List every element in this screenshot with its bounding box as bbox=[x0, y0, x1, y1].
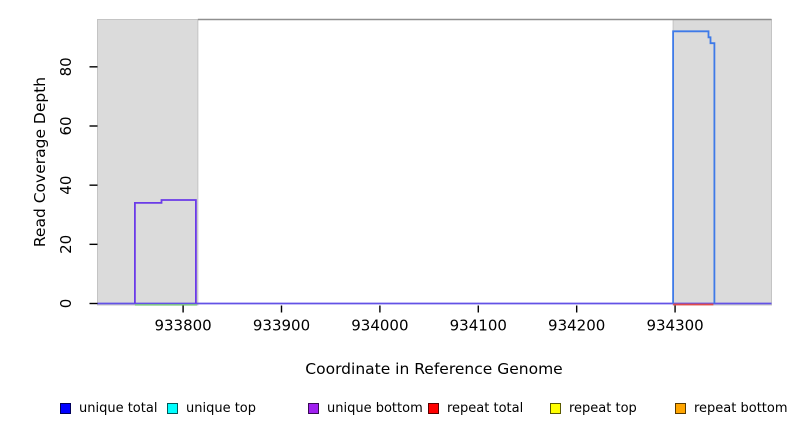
legend-label-repeat-total: repeat total bbox=[447, 400, 524, 416]
y-tick-label-40: 40 bbox=[57, 176, 75, 195]
y-tick-label-80: 80 bbox=[57, 57, 75, 76]
right-gray-region bbox=[672, 19, 772, 306]
y-tick-label-60: 60 bbox=[57, 116, 75, 135]
legend-swatch-repeat-total bbox=[428, 402, 439, 414]
series-unique-total-peak bbox=[672, 30, 716, 304]
x-tick-label-933800: 933800 bbox=[154, 317, 211, 335]
legend-item-unique-bottom: unique bottom bbox=[308, 398, 423, 418]
x-tick-label-933900: 933900 bbox=[253, 317, 310, 335]
legend-label-repeat-bottom: repeat bottom bbox=[694, 400, 788, 416]
legend-swatch-unique-bottom bbox=[308, 402, 319, 414]
x-axis-label: Coordinate in Reference Genome bbox=[305, 360, 563, 378]
series-unique-bottom-peak bbox=[133, 199, 197, 304]
legend-item-repeat-top: repeat top bbox=[550, 398, 637, 418]
y-tick-label-20: 20 bbox=[57, 235, 75, 254]
x-tick-label-934200: 934200 bbox=[548, 317, 605, 335]
legend: unique total unique top unique bottom repea… bbox=[0, 398, 792, 422]
left-gray-region bbox=[97, 19, 199, 306]
legend-item-unique-total: unique total bbox=[60, 398, 157, 418]
legend-item-repeat-total: repeat total bbox=[428, 398, 523, 418]
legend-swatch-repeat-top bbox=[550, 402, 561, 414]
x-tick-label-934000: 934000 bbox=[351, 317, 408, 335]
legend-swatch-unique-total bbox=[60, 402, 71, 414]
y-tick-label-0: 0 bbox=[57, 299, 75, 309]
legend-label-unique-bottom: unique bottom bbox=[327, 400, 423, 416]
x-tick-label-934300: 934300 bbox=[646, 317, 703, 335]
x-tick-label-934100: 934100 bbox=[450, 317, 507, 335]
legend-label-repeat-top: repeat top bbox=[569, 400, 637, 416]
y-axis-label: Read Coverage Depth bbox=[31, 76, 49, 248]
legend-swatch-repeat-bottom bbox=[675, 402, 686, 414]
legend-item-repeat-bottom: repeat bottom bbox=[675, 398, 788, 418]
legend-label-unique-total: unique total bbox=[79, 400, 158, 416]
legend-label-unique-top: unique top bbox=[186, 400, 257, 416]
legend-swatch-unique-top bbox=[167, 402, 178, 414]
legend-item-unique-top: unique top bbox=[167, 398, 256, 418]
